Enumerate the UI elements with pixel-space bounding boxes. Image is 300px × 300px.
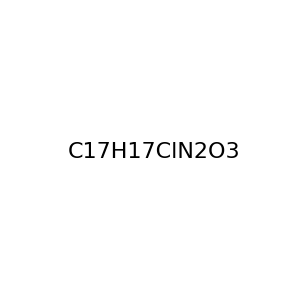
Text: C17H17ClN2O3: C17H17ClN2O3: [68, 142, 240, 161]
